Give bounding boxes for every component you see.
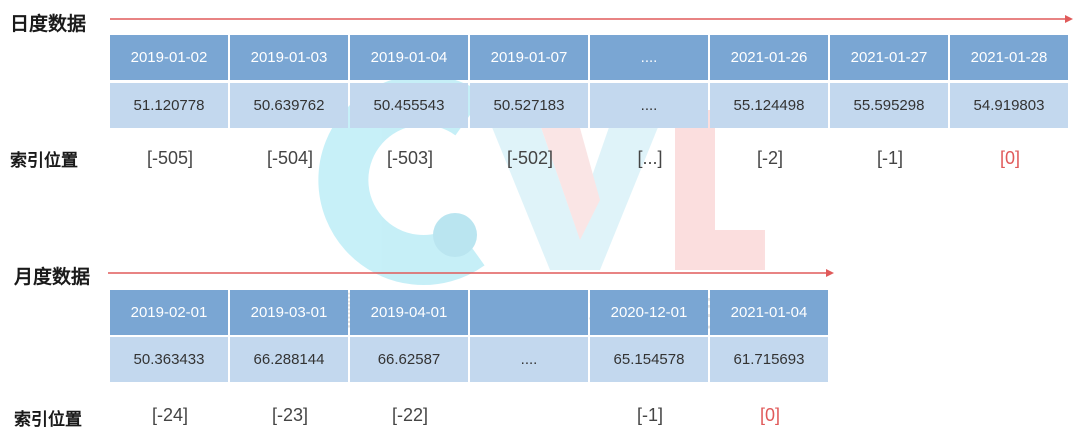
daily-title: 日度数据 — [10, 13, 87, 35]
monthly-title: 月度数据 — [14, 266, 91, 288]
monthly-arrow — [108, 269, 834, 277]
daily-value-row: 51.120778 50.639762 50.455543 50.527183 … — [110, 83, 1068, 128]
daily-index: [-503] — [386, 148, 434, 168]
monthly-value-cell: 66.288144 — [230, 337, 348, 382]
daily-value-cell: 50.527183 — [470, 83, 588, 128]
monthly-date-cell: 2019-02-01 — [110, 290, 228, 335]
daily-date-cell: 2019-01-04 — [350, 35, 468, 80]
monthly-index: [-1] — [636, 405, 663, 425]
daily-arrow — [110, 15, 1073, 23]
monthly-date-row: 2019-02-01 2019-03-01 2019-04-01 2020-12… — [110, 290, 828, 335]
daily-date-cell: 2019-01-03 — [230, 35, 348, 80]
daily-date-cell: 2019-01-07 — [470, 35, 588, 80]
daily-index: [-2] — [756, 148, 783, 168]
monthly-value-cell: 50.363433 — [110, 337, 228, 382]
daily-index: [-1] — [876, 148, 903, 168]
daily-index: [...] — [637, 148, 663, 168]
daily-value-cell: .... — [590, 83, 708, 128]
daily-date-cell: 2019-01-02 — [110, 35, 228, 80]
monthly-index: [-22] — [391, 405, 429, 425]
daily-index-current: [0] — [999, 148, 1020, 168]
monthly-date-cell: 2019-04-01 — [350, 290, 468, 335]
monthly-index: [-24] — [151, 405, 189, 425]
daily-date-cell: .... — [590, 35, 708, 80]
monthly-index: [-23] — [271, 405, 309, 425]
daily-index: [-504] — [266, 148, 314, 168]
monthly-index-current: [0] — [759, 405, 780, 425]
daily-index-label: 索引位置 — [10, 151, 78, 171]
daily-value-cell: 50.639762 — [230, 83, 348, 128]
daily-value-cell: 50.455543 — [350, 83, 468, 128]
daily-index: [-502] — [506, 148, 554, 168]
daily-date-cell: 2021-01-28 — [950, 35, 1068, 80]
monthly-index-label: 索引位置 — [14, 410, 82, 430]
daily-index: [-505] — [146, 148, 194, 168]
monthly-index-row: [-24] [-23] [-22] [-1] [0] — [110, 400, 830, 430]
monthly-date-cell — [470, 290, 588, 335]
daily-date-cell: 2021-01-26 — [710, 35, 828, 80]
daily-value-cell: 55.595298 — [830, 83, 948, 128]
monthly-date-cell: 2021-01-04 — [710, 290, 828, 335]
monthly-value-cell: 66.62587 — [350, 337, 468, 382]
daily-date-cell: 2021-01-27 — [830, 35, 948, 80]
daily-date-row: 2019-01-02 2019-01-03 2019-01-04 2019-01… — [110, 35, 1068, 80]
monthly-date-cell: 2019-03-01 — [230, 290, 348, 335]
monthly-date-cell: 2020-12-01 — [590, 290, 708, 335]
monthly-value-row: 50.363433 66.288144 66.62587 .... 65.154… — [110, 337, 828, 382]
daily-value-cell: 51.120778 — [110, 83, 228, 128]
monthly-value-cell: 61.715693 — [710, 337, 828, 382]
monthly-value-cell: 65.154578 — [590, 337, 708, 382]
daily-index-row: [-505] [-504] [-503] [-502] [...] [-2] [… — [110, 143, 1070, 173]
daily-value-cell: 55.124498 — [710, 83, 828, 128]
monthly-value-cell: .... — [470, 337, 588, 382]
monthly-index — [470, 400, 590, 430]
daily-value-cell: 54.919803 — [950, 83, 1068, 128]
